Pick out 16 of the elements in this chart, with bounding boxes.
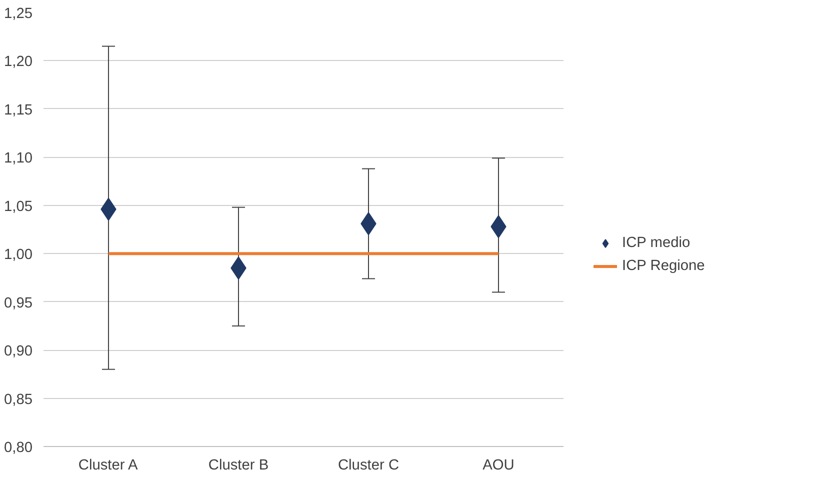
y-tick-label: 0,85 [4,392,33,408]
y-tick-label: 1,00 [4,247,33,264]
x-tick-label: Cluster A [78,458,138,474]
x-tick-label: AOU [482,458,514,474]
y-tick-label: 0,90 [4,344,33,360]
y-tick-label: 1,15 [4,102,33,118]
legend-label: ICP medio [622,235,690,251]
y-tick-label: 1,25 [4,6,33,22]
x-tick-label: Cluster B [208,458,269,474]
y-tick-label: 1,20 [4,54,33,70]
legend-label: ICP Regione [622,258,705,274]
y-tick-label: 0,80 [4,440,33,456]
y-tick-label: 1,10 [4,150,33,167]
y-tick-label: 1,05 [4,198,33,215]
y-tick-label: 0,95 [4,295,33,312]
x-tick-label: Cluster C [338,458,400,474]
